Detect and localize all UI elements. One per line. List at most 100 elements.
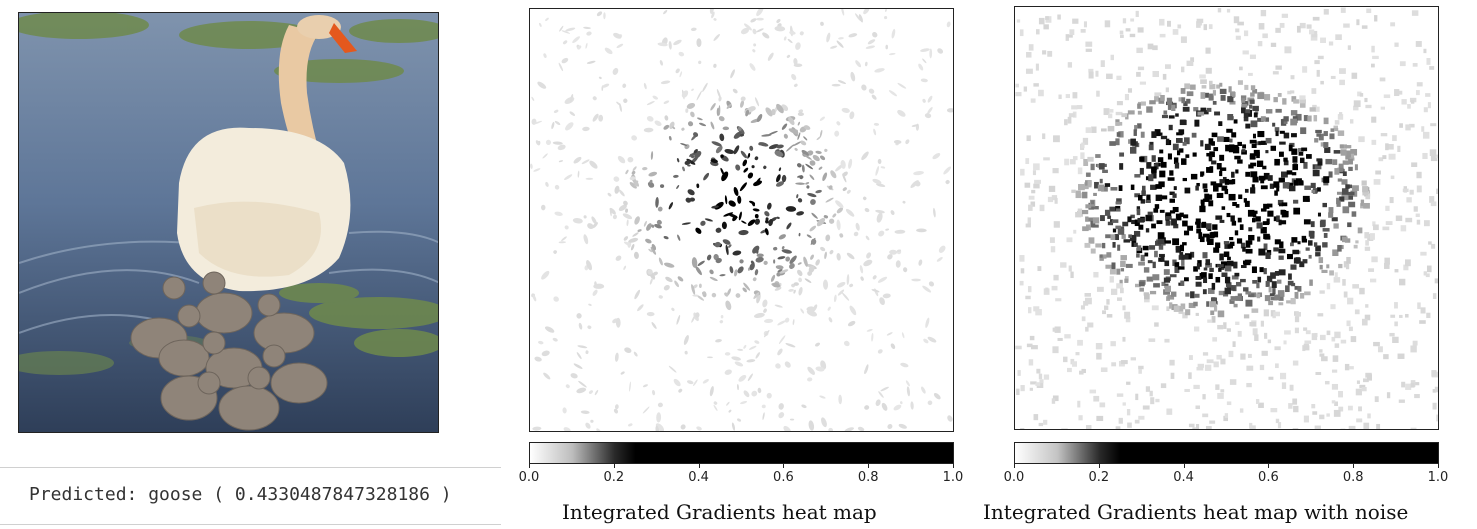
heatmap-cell <box>1166 97 1173 105</box>
heatmap-cell <box>710 159 718 163</box>
heatmap-cell <box>842 187 847 192</box>
heatmap-cell <box>803 136 808 141</box>
heatmap-cell <box>922 58 927 64</box>
heatmap-cell <box>1368 268 1375 272</box>
heatmap-cell <box>1328 207 1334 213</box>
heatmap-cell <box>1259 364 1265 371</box>
heatmap-cell <box>1182 312 1188 319</box>
heatmap-cell <box>1243 30 1249 37</box>
heatmap-cell <box>1371 63 1375 68</box>
heatmap-cell <box>810 254 814 260</box>
heatmap-cell <box>880 166 886 169</box>
heatmap-cell <box>1204 143 1211 151</box>
heatmap-cell <box>1237 293 1243 298</box>
heatmap-cell <box>728 409 732 413</box>
heatmap-cell <box>1139 156 1145 162</box>
heatmap-cell <box>741 220 747 224</box>
heatmap-cell <box>913 171 924 176</box>
heatmap-cell <box>1051 285 1058 291</box>
heatmap-cell <box>1401 99 1407 105</box>
heatmap-cell <box>1353 105 1359 111</box>
heatmap-cell <box>873 122 880 126</box>
heatmap-cell <box>775 265 784 270</box>
heatmap-cell <box>603 12 606 20</box>
heatmap-cell <box>1401 381 1406 388</box>
heatmap-cell <box>1075 192 1082 199</box>
heatmap-cell <box>623 200 628 206</box>
heatmap-cell <box>1316 69 1320 77</box>
heatmap-cell <box>1244 84 1249 90</box>
heatmap-cell <box>1219 179 1225 184</box>
heatmap-cell <box>1163 289 1170 295</box>
heatmap-cell <box>1417 302 1421 310</box>
heatmap-cell <box>1344 150 1351 156</box>
heatmap-cell <box>794 147 798 151</box>
heatmap-cell <box>738 229 749 236</box>
heatmap-cell <box>1082 226 1089 232</box>
heatmap-cell <box>655 425 660 431</box>
heatmap-cell <box>1249 104 1253 109</box>
heatmap-cell <box>763 165 767 170</box>
heatmap-cell <box>1224 189 1229 195</box>
heatmap-cell <box>614 185 620 194</box>
heatmap-cell <box>790 25 793 37</box>
heatmap-cell <box>1328 171 1333 178</box>
heatmap-cell <box>580 410 590 414</box>
heatmap-cell <box>866 329 873 332</box>
heatmap-cell <box>1070 271 1074 279</box>
heatmap-cell <box>1138 196 1143 201</box>
heatmap-cell <box>863 259 873 267</box>
heatmap-cell <box>1421 126 1425 132</box>
heatmap-cell <box>1232 144 1239 149</box>
heatmap-cell <box>1107 125 1115 132</box>
heatmap-cell <box>1194 293 1200 298</box>
heatmap-cell <box>1240 95 1247 101</box>
heatmap-cell <box>836 281 846 288</box>
heatmap-cell <box>743 282 751 291</box>
heatmap-cell <box>819 116 826 121</box>
heatmap-cell <box>1165 87 1169 93</box>
heatmap-cell <box>762 32 770 39</box>
heatmap-cell <box>1134 419 1140 424</box>
heatmap-cell <box>1138 261 1145 266</box>
heatmap-cell <box>844 427 855 431</box>
heatmap-cell <box>1278 269 1286 276</box>
heatmap-cell <box>1300 293 1305 299</box>
heatmap-cell <box>1120 360 1128 365</box>
heatmap-cell <box>1099 178 1103 184</box>
integrated-gradients-heatmap <box>529 8 954 432</box>
heatmap-cell <box>1212 100 1217 105</box>
heatmap-cell <box>792 319 795 326</box>
heatmap-cell <box>1207 319 1213 323</box>
heatmap-cell <box>634 180 639 187</box>
heatmap-cell <box>542 153 548 159</box>
heatmap-cell <box>558 62 564 72</box>
colorbar-2 <box>1014 442 1439 464</box>
heatmap-cell <box>815 150 822 154</box>
heatmap-cell <box>1387 143 1394 150</box>
heatmap-cell <box>1291 178 1296 185</box>
heatmap-cell <box>693 132 699 138</box>
heatmap-cell <box>713 18 717 21</box>
heatmap-cell <box>1185 154 1190 158</box>
heatmap-cell <box>545 181 549 187</box>
heatmap-cell <box>1199 236 1205 243</box>
heatmap-cell <box>828 185 833 190</box>
heatmap-cell <box>1291 172 1297 176</box>
heatmap-cell <box>1219 253 1224 261</box>
heatmap-cell <box>1278 294 1284 301</box>
heatmap-cell <box>1140 199 1145 204</box>
heatmap-cell <box>1138 224 1144 230</box>
heatmap-cell <box>1234 155 1241 160</box>
heatmap-cell <box>757 387 762 394</box>
heatmap-cell <box>1390 314 1396 318</box>
heatmap-cell <box>1177 24 1182 29</box>
heatmap-cell <box>798 109 804 113</box>
heatmap-cell <box>1202 352 1209 356</box>
heatmap-cell <box>1045 16 1049 20</box>
heatmap-cell <box>637 229 642 232</box>
heatmap-cell <box>1115 426 1121 429</box>
heatmap-cell <box>1213 185 1219 192</box>
heatmap-cell <box>1110 341 1116 347</box>
heatmap-cell <box>894 229 906 234</box>
